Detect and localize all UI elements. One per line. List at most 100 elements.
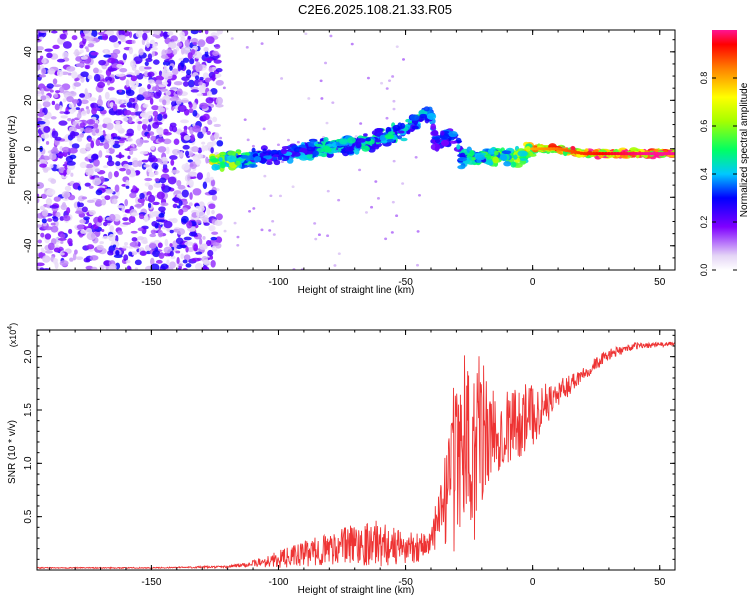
noise-blob (123, 254, 129, 262)
noise-blob (151, 50, 155, 57)
x-tick-label: 50 (654, 577, 666, 588)
noise-blob (84, 88, 88, 96)
noise-blob (276, 143, 280, 147)
noise-blob (83, 30, 88, 34)
ridge-blob (365, 137, 371, 142)
noise-blob (130, 60, 137, 68)
noise-blob (106, 160, 115, 167)
noise-blob (37, 224, 42, 228)
noise-blob (183, 236, 192, 241)
noise-blob (61, 146, 71, 153)
noise-blob (245, 46, 249, 49)
noise-blob (124, 209, 130, 213)
noise-blob (192, 188, 202, 196)
noise-blob (187, 79, 195, 88)
noise-blob (56, 69, 64, 77)
noise-blob (155, 75, 165, 81)
noise-blob (51, 130, 59, 139)
noise-blob (189, 192, 193, 200)
noise-blob (87, 137, 92, 142)
noise-blob (182, 81, 189, 87)
noise-blob (115, 73, 125, 77)
noise-blob (97, 31, 105, 36)
noise-blob (166, 259, 170, 266)
ridge-blob (262, 148, 267, 155)
noise-blob (78, 202, 84, 208)
noise-blob (66, 161, 76, 166)
ridge-blob (493, 150, 499, 156)
noise-blob (186, 220, 193, 229)
x-tick-label: -100 (268, 577, 288, 588)
noise-blob (195, 219, 202, 224)
noise-blob (37, 135, 41, 144)
noise-blob (66, 207, 71, 214)
ridge-blob (510, 161, 517, 168)
noise-blob (190, 134, 195, 142)
ridge-blob (519, 159, 527, 165)
noise-blob (142, 140, 150, 143)
noise-blob (194, 158, 202, 166)
noise-blob (199, 237, 203, 246)
noise-blob (180, 253, 184, 260)
noise-blob (117, 230, 124, 235)
noise-blob (79, 219, 86, 224)
noise-blob (49, 89, 54, 93)
noise-blob (204, 77, 211, 83)
noise-blob (50, 225, 59, 233)
noise-blob (53, 220, 59, 228)
snr-panel: -150 -100 -50 0 50 0.5 1.0 1.5 2.0 Height of st… (7, 323, 676, 596)
noise-blob (50, 178, 57, 184)
noise-blob (68, 147, 78, 154)
noise-blob (392, 159, 396, 163)
noise-blob (192, 125, 202, 133)
ridge-blob (499, 154, 508, 161)
noise-blob (42, 255, 51, 263)
noise-blob (47, 68, 56, 75)
noise-blob (211, 194, 218, 201)
noise-blob (108, 35, 118, 43)
noise-blob (108, 147, 115, 155)
noise-blob (67, 117, 72, 122)
noise-blob (70, 90, 75, 95)
noise-blob (104, 76, 113, 83)
noise-blob (391, 200, 395, 204)
noise-blob (385, 87, 389, 90)
noise-blob (112, 244, 117, 248)
noise-blob (135, 196, 140, 205)
noise-blob (150, 135, 157, 142)
noise-blob (207, 249, 214, 257)
noise-blob (172, 240, 178, 249)
noise-blob (43, 226, 53, 231)
noise-blob (158, 206, 166, 212)
noise-blob (196, 93, 203, 97)
noise-blob (122, 217, 129, 222)
noise-blob (121, 99, 129, 104)
noise-blob (81, 206, 88, 213)
noise-blob (80, 55, 88, 60)
noise-blob (233, 221, 237, 225)
noise-blob (42, 101, 51, 108)
noise-blob (262, 127, 266, 131)
noise-blob (173, 81, 183, 86)
ridge-blob (400, 122, 406, 129)
x-tick-label: -150 (141, 277, 161, 288)
ridge-core (670, 152, 675, 156)
noise-blob (204, 50, 209, 58)
noise-blob (199, 102, 209, 109)
noise-blob (68, 228, 73, 234)
noise-blob (86, 48, 90, 53)
noise-blob (190, 86, 199, 91)
noise-blob (47, 218, 53, 222)
y-tick-label: 2.0 (23, 349, 34, 363)
noise-blob (122, 245, 129, 249)
noise-blob (142, 103, 149, 108)
ridge-blob (227, 150, 237, 157)
colorbar-label: Normalized spectral amplitude (739, 82, 750, 217)
noise-blob (182, 57, 190, 63)
noise-blob (41, 209, 49, 217)
ridge-blob (485, 159, 494, 166)
noise-blob (176, 42, 183, 47)
spectrogram-x-axis: -150 -100 -50 0 50 (49, 30, 666, 288)
noise-blob (402, 58, 406, 61)
